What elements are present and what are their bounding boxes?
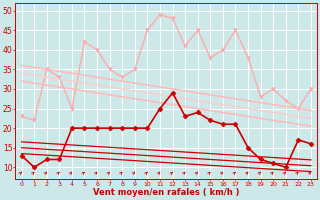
X-axis label: Vent moyen/en rafales ( km/h ): Vent moyen/en rafales ( km/h ) bbox=[93, 188, 239, 197]
